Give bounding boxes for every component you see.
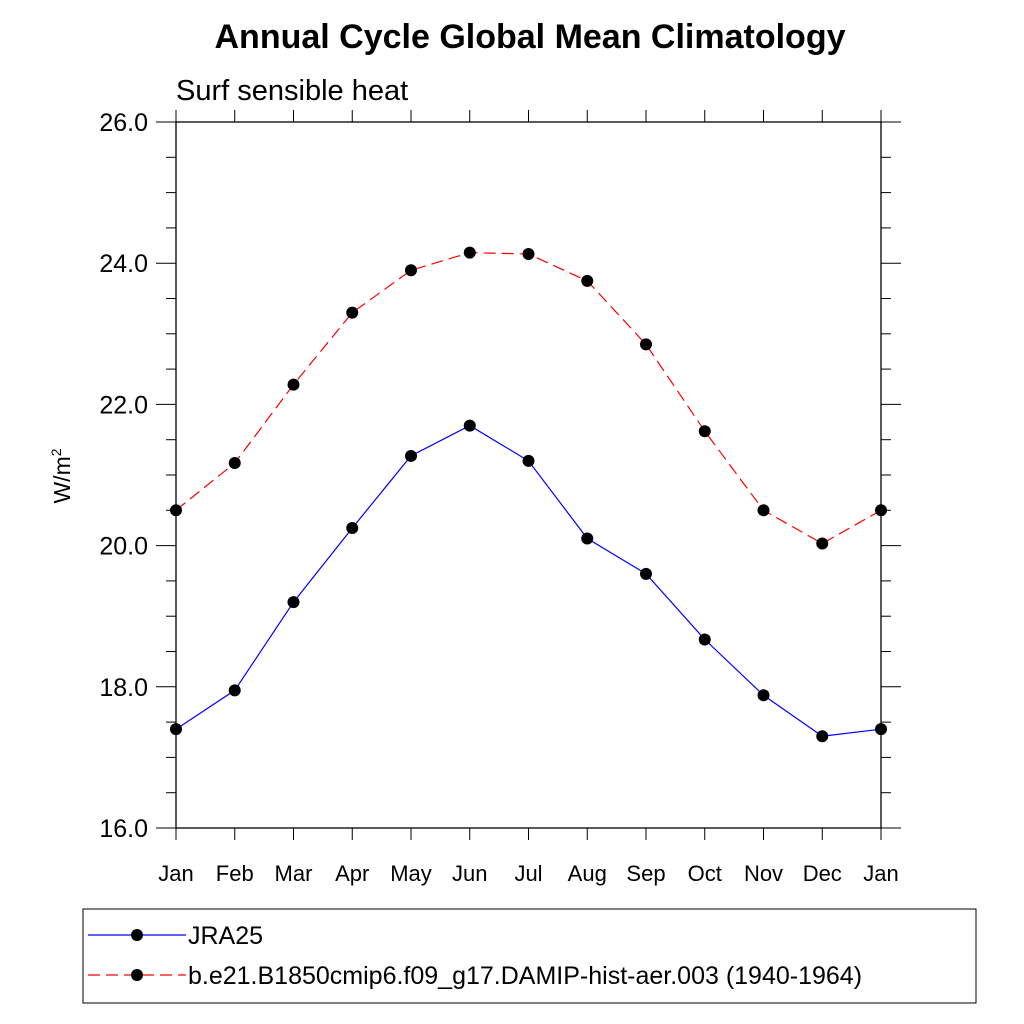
data-point [228, 456, 241, 469]
data-point [346, 521, 359, 534]
x-tick-label: Sep [626, 861, 665, 886]
data-point [405, 264, 417, 277]
axis-ticks [156, 110, 901, 840]
legend-marker [131, 969, 143, 981]
y-tick-labels: 16.0 18.0 20.0 22.0 24.0 26.0 [99, 109, 148, 843]
data-point [698, 633, 711, 646]
data-point [816, 730, 829, 743]
data-point [287, 378, 300, 391]
legend: JRA25 b.e21.B1850cmip6.f09_g17.DAMIP-hist… [82, 908, 977, 1004]
x-tick-labels: Jan Feb Mar Apr May Jun Jul Aug Sep Oct Nov Dec Jan [158, 861, 898, 886]
data-point [581, 532, 594, 545]
legend-marker [131, 929, 143, 941]
data-point [698, 425, 711, 438]
chart-subtitle: Surf sensible heat [176, 75, 408, 107]
data-point [405, 449, 417, 462]
x-tick-label: Oct [688, 861, 722, 886]
x-tick-label: Apr [335, 861, 369, 886]
x-tick-label: Aug [568, 861, 607, 886]
y-tick-label: 22.0 [99, 391, 148, 419]
y-axis-label: W/m2 [48, 448, 75, 503]
x-tick-label: Dec [803, 861, 842, 886]
y-tick-label: 24.0 [99, 250, 148, 278]
data-point [581, 274, 594, 287]
x-tick-label: Mar [275, 861, 313, 886]
data-point [757, 689, 770, 702]
data-point [228, 684, 241, 697]
plot-frame [175, 121, 882, 829]
data-point [640, 567, 652, 580]
x-tick-label: May [390, 861, 432, 886]
y-tick-label: 20.0 [99, 533, 148, 561]
data-point [522, 248, 535, 261]
y-tick-label: 16.0 [99, 815, 148, 843]
legend-box [82, 908, 977, 1004]
data-point [463, 246, 476, 259]
chart-title: Annual Cycle Global Mean Climatology [215, 18, 846, 56]
data-point [816, 537, 829, 550]
x-tick-label: Jan [158, 861, 193, 886]
legend-label-0: JRA25 [188, 922, 263, 950]
x-tick-label: Feb [216, 861, 254, 886]
data-point [640, 338, 652, 351]
data-point [757, 504, 770, 517]
x-tick-label: Jun [452, 861, 487, 886]
data-point [522, 454, 535, 467]
x-tick-label: Jul [514, 861, 542, 886]
y-tick-label: 18.0 [99, 674, 148, 702]
series-layer [170, 246, 887, 743]
data-point [346, 306, 359, 319]
series-line-0 [175, 424, 882, 737]
y-tick-label: 26.0 [99, 109, 148, 137]
x-tick-label: Jan [863, 861, 898, 886]
legend-label-1: b.e21.B1850cmip6.f09_g17.DAMIP-hist-aer.… [188, 962, 862, 990]
x-tick-label: Nov [744, 861, 783, 886]
data-point [463, 419, 476, 432]
series-line-1 [175, 251, 882, 545]
data-point [287, 596, 300, 609]
